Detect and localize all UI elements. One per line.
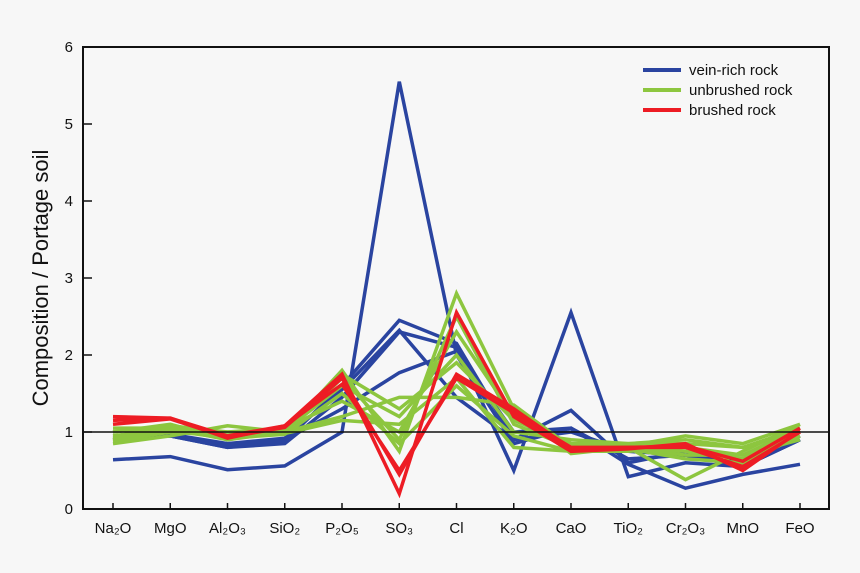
legend: vein-rich rock unbrushed rock brushed rock <box>643 62 793 119</box>
x-tick-label: P₂O₅ <box>325 520 359 537</box>
legend-label: brushed rock <box>689 102 776 119</box>
y-tick-label: 1 <box>65 424 73 441</box>
y-tick-label: 0 <box>65 501 73 518</box>
x-tick-label: Al₂O₃ <box>209 520 246 537</box>
unbrushed-rock-line <box>112 288 801 482</box>
y-tick-label: 4 <box>65 193 73 210</box>
x-tick-label: SiO₂ <box>269 520 300 537</box>
legend-label: unbrushed rock <box>689 82 793 99</box>
x-tick-label: FeO <box>785 520 814 537</box>
x-tick-label: MnO <box>726 520 759 537</box>
legend-label: vein-rich rock <box>689 62 779 79</box>
x-tick-label: K₂O <box>500 520 528 537</box>
y-tick-label: 2 <box>65 347 73 364</box>
series-lines <box>112 81 802 499</box>
x-tick-label: Na₂O <box>95 520 132 537</box>
x-tick-label: MgO <box>154 520 187 537</box>
x-tick-label: TiO₂ <box>614 520 644 537</box>
x-tick-label: Cl <box>449 520 463 537</box>
y-tick-label: 6 <box>65 39 73 56</box>
y-axis-label: Composition / Portage soil <box>28 150 53 407</box>
x-tick-label: CaO <box>556 520 587 537</box>
y-tick-label: 3 <box>65 270 73 287</box>
y-tick-label: 5 <box>65 116 73 133</box>
x-tick-label: Cr₂O₃ <box>666 520 705 537</box>
x-axis-labels: Na₂O MgO Al₂O₃ SiO₂ P₂O₅ SO₃ Cl K₂O CaO TiO₂ Cr₂O₃… <box>95 503 815 537</box>
x-tick-label: SO₃ <box>385 520 413 537</box>
brushed-rock-line <box>112 371 801 478</box>
